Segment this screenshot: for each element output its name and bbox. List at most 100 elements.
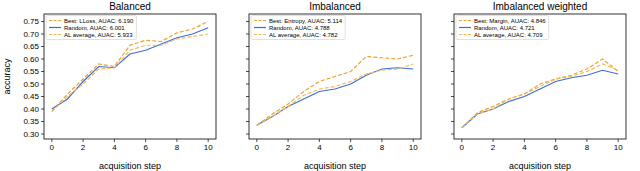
x-axis-label: acquisition step	[509, 161, 571, 171]
x-tick	[114, 139, 115, 142]
legend-swatch	[459, 27, 471, 28]
y-tick	[246, 121, 249, 122]
legend-label: Random, AUAC: 4.788	[269, 25, 330, 31]
x-tick	[145, 139, 146, 142]
y-tick	[41, 71, 44, 72]
y-tick	[451, 59, 454, 60]
x-tick-label: 8	[380, 143, 385, 152]
series-line	[257, 64, 413, 125]
y-tick	[41, 96, 44, 97]
y-tick-label: 0.70	[23, 30, 39, 39]
plot-area	[462, 59, 618, 128]
x-axis-label: acquisition step	[304, 161, 366, 171]
plot-area	[257, 55, 413, 125]
y-tick	[41, 109, 44, 110]
series-line	[52, 28, 208, 109]
axes-frame	[44, 14, 216, 139]
legend-label: Random, AUAC: 6.001	[64, 25, 125, 31]
y-tick	[41, 34, 44, 35]
y-tick-label: 0.60	[23, 55, 39, 64]
x-axis-label: acquisition step	[99, 161, 161, 171]
x-tick	[288, 139, 289, 142]
x-tick-label: 4	[112, 143, 117, 152]
series-line	[257, 55, 413, 125]
y-tick	[451, 96, 454, 97]
y-axis-label: accuracy	[2, 58, 12, 95]
x-tick-label: 6	[553, 143, 558, 152]
legend-box	[251, 16, 345, 40]
legend-swatch	[49, 34, 61, 35]
legend-label: Random, AUAC: 4.721	[474, 25, 535, 31]
figure: 02468100.300.350.400.450.500.550.600.650…	[0, 0, 640, 171]
y-tick	[41, 134, 44, 135]
y-tick-label: 0.55	[23, 67, 39, 76]
legend-label: AL average, AUAC: 4.709	[474, 32, 543, 38]
panel: 0246810Imbalancedacquisition stepBest: E…	[246, 1, 421, 171]
x-tick	[618, 139, 619, 142]
x-tick	[555, 139, 556, 142]
y-tick-label: 0.45	[23, 92, 39, 101]
x-tick-label: 2	[286, 143, 291, 152]
x-tick-label: 10	[409, 143, 418, 152]
y-tick-label: 0.75	[23, 17, 39, 26]
x-tick	[176, 139, 177, 142]
legend-label: Best: Margin, AUAC: 4.846	[474, 18, 546, 24]
y-tick	[451, 34, 454, 35]
legend: Best: Entropy, AUAC: 5.114Random, AUAC: …	[251, 16, 345, 40]
y-tick	[246, 21, 249, 22]
x-tick	[381, 139, 382, 142]
legend-label: Best: Entropy, AUAC: 5.114	[269, 18, 343, 24]
y-tick	[451, 121, 454, 122]
x-tick-label: 4	[522, 143, 527, 152]
y-tick	[246, 134, 249, 135]
y-tick	[451, 46, 454, 47]
legend: Best: Margin, AUAC: 4.846Random, AUAC: 4…	[456, 16, 549, 40]
x-tick	[350, 139, 351, 142]
y-tick	[246, 71, 249, 72]
x-tick-label: 10	[204, 143, 213, 152]
legend-swatch	[459, 34, 471, 35]
plot-area	[52, 22, 208, 112]
x-tick	[256, 139, 257, 142]
x-tick-label: 0	[50, 143, 55, 152]
legend-label: AL average, AUAC: 5.933	[64, 32, 133, 38]
x-tick-label: 0	[460, 143, 465, 152]
legend-swatch	[459, 20, 471, 21]
x-tick-label: 0	[255, 143, 260, 152]
y-tick	[246, 34, 249, 35]
y-tick	[246, 59, 249, 60]
x-tick	[586, 139, 587, 142]
y-tick	[41, 121, 44, 122]
axes-frame	[249, 14, 421, 139]
title: Imbalanced	[309, 1, 361, 12]
legend-box	[46, 16, 136, 40]
series-line	[462, 64, 618, 128]
legend-swatch	[254, 20, 266, 21]
legend-swatch	[49, 27, 61, 28]
series-line	[462, 59, 618, 128]
series-line	[52, 34, 208, 112]
series-line	[257, 68, 413, 126]
x-tick	[319, 139, 320, 142]
title: Imbalanced weighted	[493, 1, 588, 12]
x-tick	[524, 139, 525, 142]
x-tick-label: 10	[614, 143, 623, 152]
y-tick-label: 0.65	[23, 42, 39, 51]
x-tick-label: 2	[491, 143, 496, 152]
series-line	[52, 22, 208, 112]
y-tick-label: 0.40	[23, 105, 39, 114]
x-tick-label: 8	[585, 143, 590, 152]
y-tick-label: 0.35	[23, 117, 39, 126]
y-tick	[451, 71, 454, 72]
panel: 02468100.300.350.400.450.500.550.600.650…	[2, 1, 216, 171]
y-tick	[41, 21, 44, 22]
x-tick	[51, 139, 52, 142]
y-tick	[41, 59, 44, 60]
legend-swatch	[49, 20, 61, 21]
y-tick-label: 0.30	[23, 130, 39, 139]
x-tick-label: 8	[175, 143, 180, 152]
x-tick	[461, 139, 462, 142]
y-tick	[246, 109, 249, 110]
x-tick-label: 4	[317, 143, 322, 152]
x-tick	[83, 139, 84, 142]
